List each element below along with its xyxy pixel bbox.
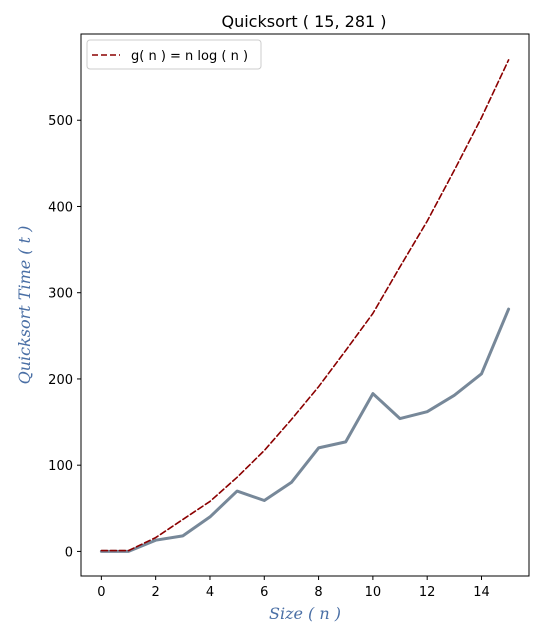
y-axis-label: Quicksort Time ( t ) bbox=[15, 226, 34, 385]
legend-label-nlogn: g( n ) = n log ( n ) bbox=[131, 49, 248, 64]
y-tick-label: 0 bbox=[65, 545, 73, 560]
x-tick-label: 4 bbox=[206, 585, 214, 600]
legend: g( n ) = n log ( n ) bbox=[86, 39, 262, 70]
x-axis-ticks: 0 2 4 6 8 10 12 14 bbox=[97, 576, 490, 600]
x-tick-label: 6 bbox=[260, 585, 268, 600]
x-tick-label: 14 bbox=[473, 585, 490, 600]
chart-title: Quicksort ( 15, 281 ) bbox=[221, 12, 386, 31]
x-tick-label: 8 bbox=[314, 585, 322, 600]
legend-box bbox=[86, 39, 262, 70]
y-tick-label: 500 bbox=[48, 114, 73, 129]
plot-area-frame bbox=[80, 33, 530, 577]
x-axis-label: Size ( n ) bbox=[269, 604, 341, 623]
x-tick-label: 10 bbox=[365, 585, 382, 600]
y-tick-label: 100 bbox=[48, 459, 73, 474]
series-layer bbox=[99, 59, 511, 553]
y-axis-ticks: 0 100 200 300 400 500 bbox=[48, 114, 81, 560]
y-tick-label: 200 bbox=[48, 373, 73, 388]
y-tick-label: 300 bbox=[48, 287, 73, 302]
x-tick-label: 2 bbox=[152, 585, 160, 600]
x-tick-label: 0 bbox=[97, 585, 105, 600]
x-tick-label: 12 bbox=[419, 585, 436, 600]
series-line-quicksort-time bbox=[99, 307, 511, 553]
y-tick-label: 400 bbox=[48, 200, 73, 215]
series-line-nlogn bbox=[100, 59, 510, 552]
